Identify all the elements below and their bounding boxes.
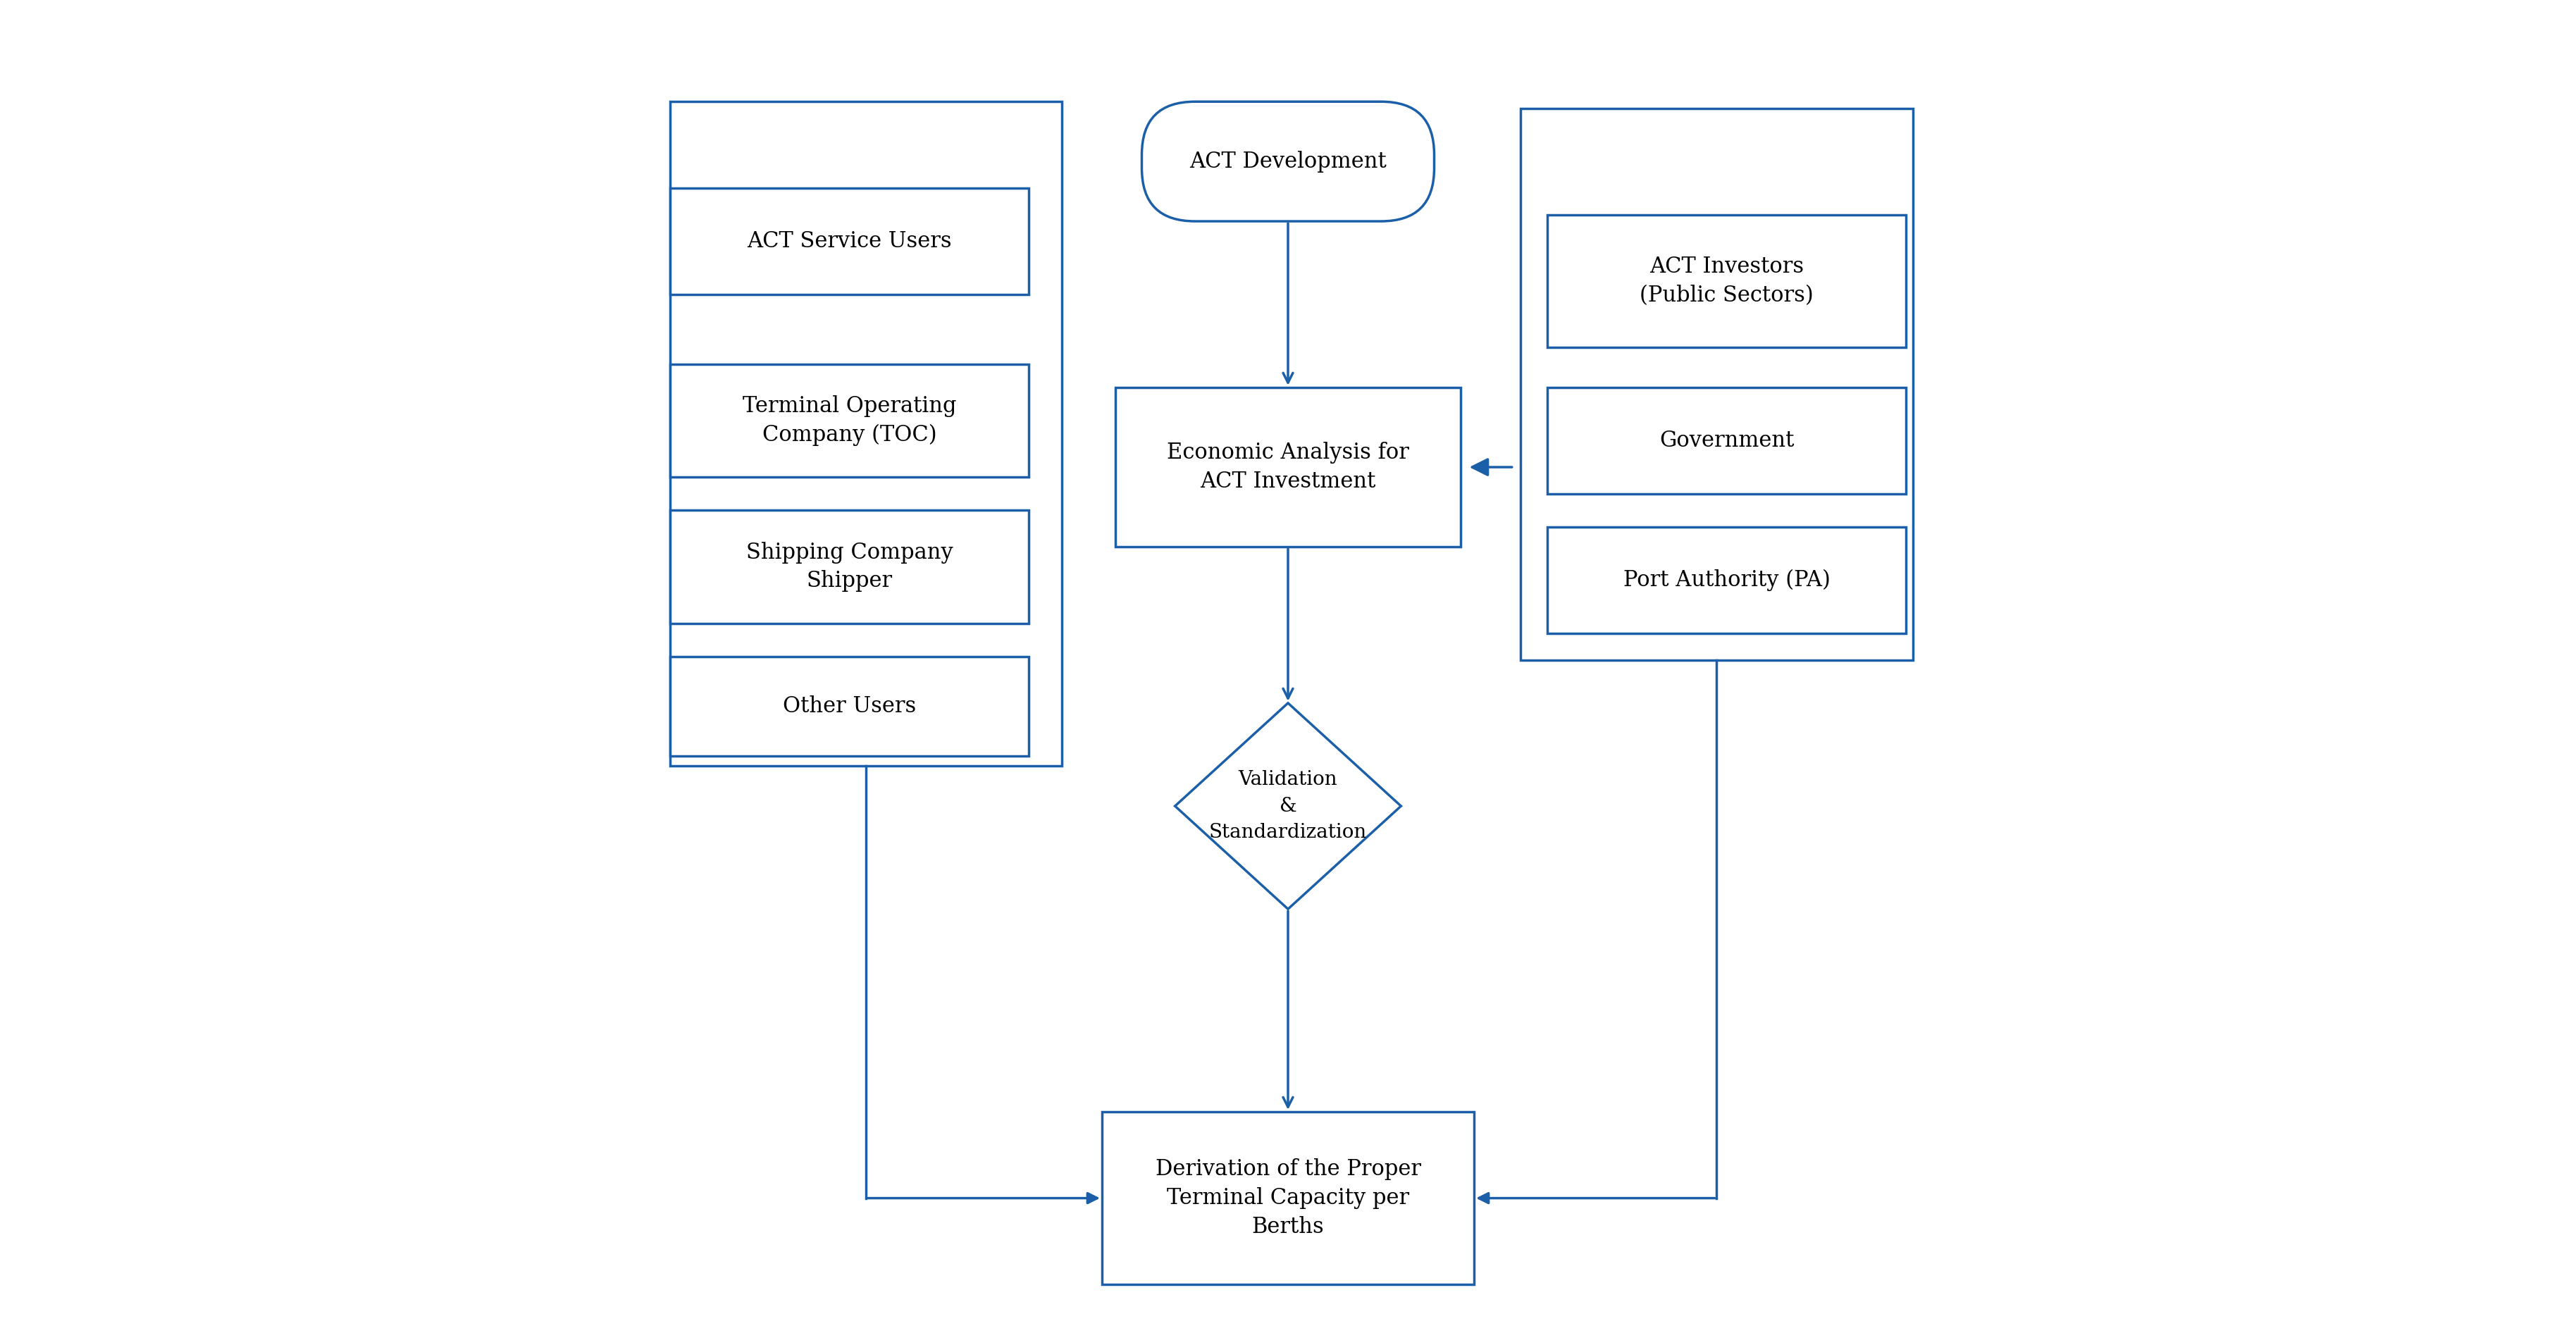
FancyBboxPatch shape — [670, 364, 1028, 477]
Text: Terminal Operating
Company (TOC): Terminal Operating Company (TOC) — [742, 396, 956, 447]
Text: ACT Investors
(Public Sectors): ACT Investors (Public Sectors) — [1641, 256, 1814, 307]
Bar — [1520, 108, 1914, 660]
FancyBboxPatch shape — [1103, 1112, 1473, 1285]
Text: Government: Government — [1659, 429, 1793, 452]
Text: ACT Service Users: ACT Service Users — [747, 231, 951, 252]
FancyBboxPatch shape — [1141, 101, 1435, 221]
Text: Shipping Company
Shipper: Shipping Company Shipper — [747, 541, 953, 592]
Text: Validation
&
Standardization: Validation & Standardization — [1208, 770, 1368, 842]
Text: Economic Analysis for
ACT Investment: Economic Analysis for ACT Investment — [1167, 443, 1409, 492]
FancyBboxPatch shape — [670, 188, 1028, 295]
FancyBboxPatch shape — [670, 657, 1028, 756]
Text: Port Authority (PA): Port Authority (PA) — [1623, 569, 1829, 591]
FancyBboxPatch shape — [1548, 388, 1906, 493]
Text: Derivation of the Proper
Terminal Capacity per
Berths: Derivation of the Proper Terminal Capaci… — [1154, 1158, 1422, 1237]
Polygon shape — [1175, 702, 1401, 909]
FancyBboxPatch shape — [1548, 527, 1906, 633]
Text: ACT Development: ACT Development — [1190, 151, 1386, 172]
FancyBboxPatch shape — [1115, 388, 1461, 547]
FancyBboxPatch shape — [1548, 215, 1906, 348]
Bar — [670, 101, 1061, 766]
FancyBboxPatch shape — [670, 511, 1028, 624]
Text: Other Users: Other Users — [783, 696, 917, 717]
